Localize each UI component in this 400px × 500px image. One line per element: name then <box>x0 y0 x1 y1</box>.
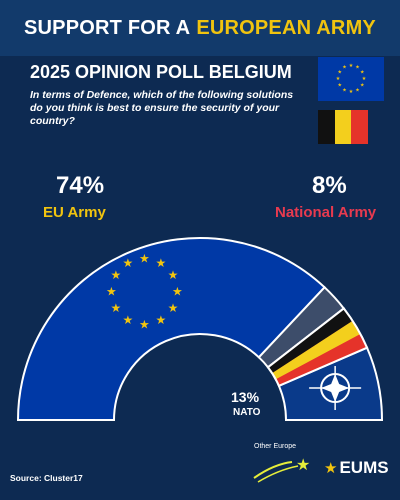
svg-text:★: ★ <box>342 65 347 71</box>
svg-text:★: ★ <box>360 70 365 76</box>
other-europe-swoosh-icon: ★ <box>253 455 310 483</box>
svg-text:★: ★ <box>337 83 342 89</box>
eu-star-icon: ★ <box>172 285 183 299</box>
national-slice-outline <box>266 307 369 388</box>
eu-flag-icon: ★ ★ ★ ★ ★ ★ ★ ★ ★ ★ ★ ★ <box>318 57 384 101</box>
eu-star-icon: ★ <box>168 301 179 315</box>
svg-text:★: ★ <box>355 87 360 93</box>
national-army-label: National Army <box>275 204 377 221</box>
nato-label: NATO <box>233 407 261 418</box>
header-title-prefix: SUPPORT FOR A <box>24 16 191 39</box>
poll-title: 2025 OPINION POLL BELGIUM <box>30 62 292 82</box>
slice-eu-army <box>16 237 327 421</box>
source-note: Source: Cluster17 <box>10 473 83 483</box>
national-army-percentage: 8% <box>312 172 347 199</box>
eu-star-icon: ★ <box>139 318 150 332</box>
eu-star-icon: ★ <box>123 256 134 270</box>
svg-text:★: ★ <box>349 63 354 69</box>
eums-star-icon: ★ <box>324 460 338 477</box>
eu-army-label: EU Army <box>43 204 106 221</box>
eu-star-icon: ★ <box>139 252 150 266</box>
svg-text:★: ★ <box>355 65 360 71</box>
eu-star-icon: ★ <box>156 256 167 270</box>
eu-star-icon: ★ <box>123 313 134 327</box>
eu-star-icon: ★ <box>168 268 179 282</box>
belgium-stripe-2 <box>267 324 368 386</box>
nato-percentage: 13% <box>231 389 260 405</box>
svg-text:★: ★ <box>336 76 341 82</box>
eu-star-icon: ★ <box>110 301 121 315</box>
other-europe-text: Other Europe <box>254 443 297 450</box>
eums-logo: ★ EUMS <box>324 458 389 478</box>
svg-text:★: ★ <box>337 70 342 76</box>
belgium-stripe-1 <box>267 309 368 386</box>
svg-text:★: ★ <box>362 76 367 82</box>
header-title: SUPPORT FOR A EUROPEAN ARMY <box>0 0 400 56</box>
nato-emblem-star <box>321 374 350 403</box>
eu-star-icon: ★ <box>110 268 121 282</box>
poll-question: In terms of Defence, which of the follow… <box>30 89 294 127</box>
belgium-flag-icon <box>318 110 369 144</box>
eu-star-icon: ★ <box>156 313 167 327</box>
svg-text:★: ★ <box>296 455 310 474</box>
svg-text:★: ★ <box>342 87 347 93</box>
belgium-stripe-0 <box>267 308 368 385</box>
slice-nato <box>277 346 384 421</box>
svg-text:★: ★ <box>349 89 354 95</box>
other-europe-logo: Other Europe ★ <box>252 442 312 484</box>
eums-text: EUMS <box>339 458 389 477</box>
svg-text:★: ★ <box>360 83 365 89</box>
eu-army-percentage: 74% <box>56 172 105 199</box>
belgium-flag-fill <box>267 308 368 386</box>
nato-emblem-icon <box>309 366 362 411</box>
header-title-highlight: EUROPEAN ARMY <box>196 16 376 39</box>
eu-flag-stars: ★ ★★ ★★★ ★★★ ★★★ <box>336 63 367 95</box>
eu-star-icon: ★ <box>106 285 117 299</box>
